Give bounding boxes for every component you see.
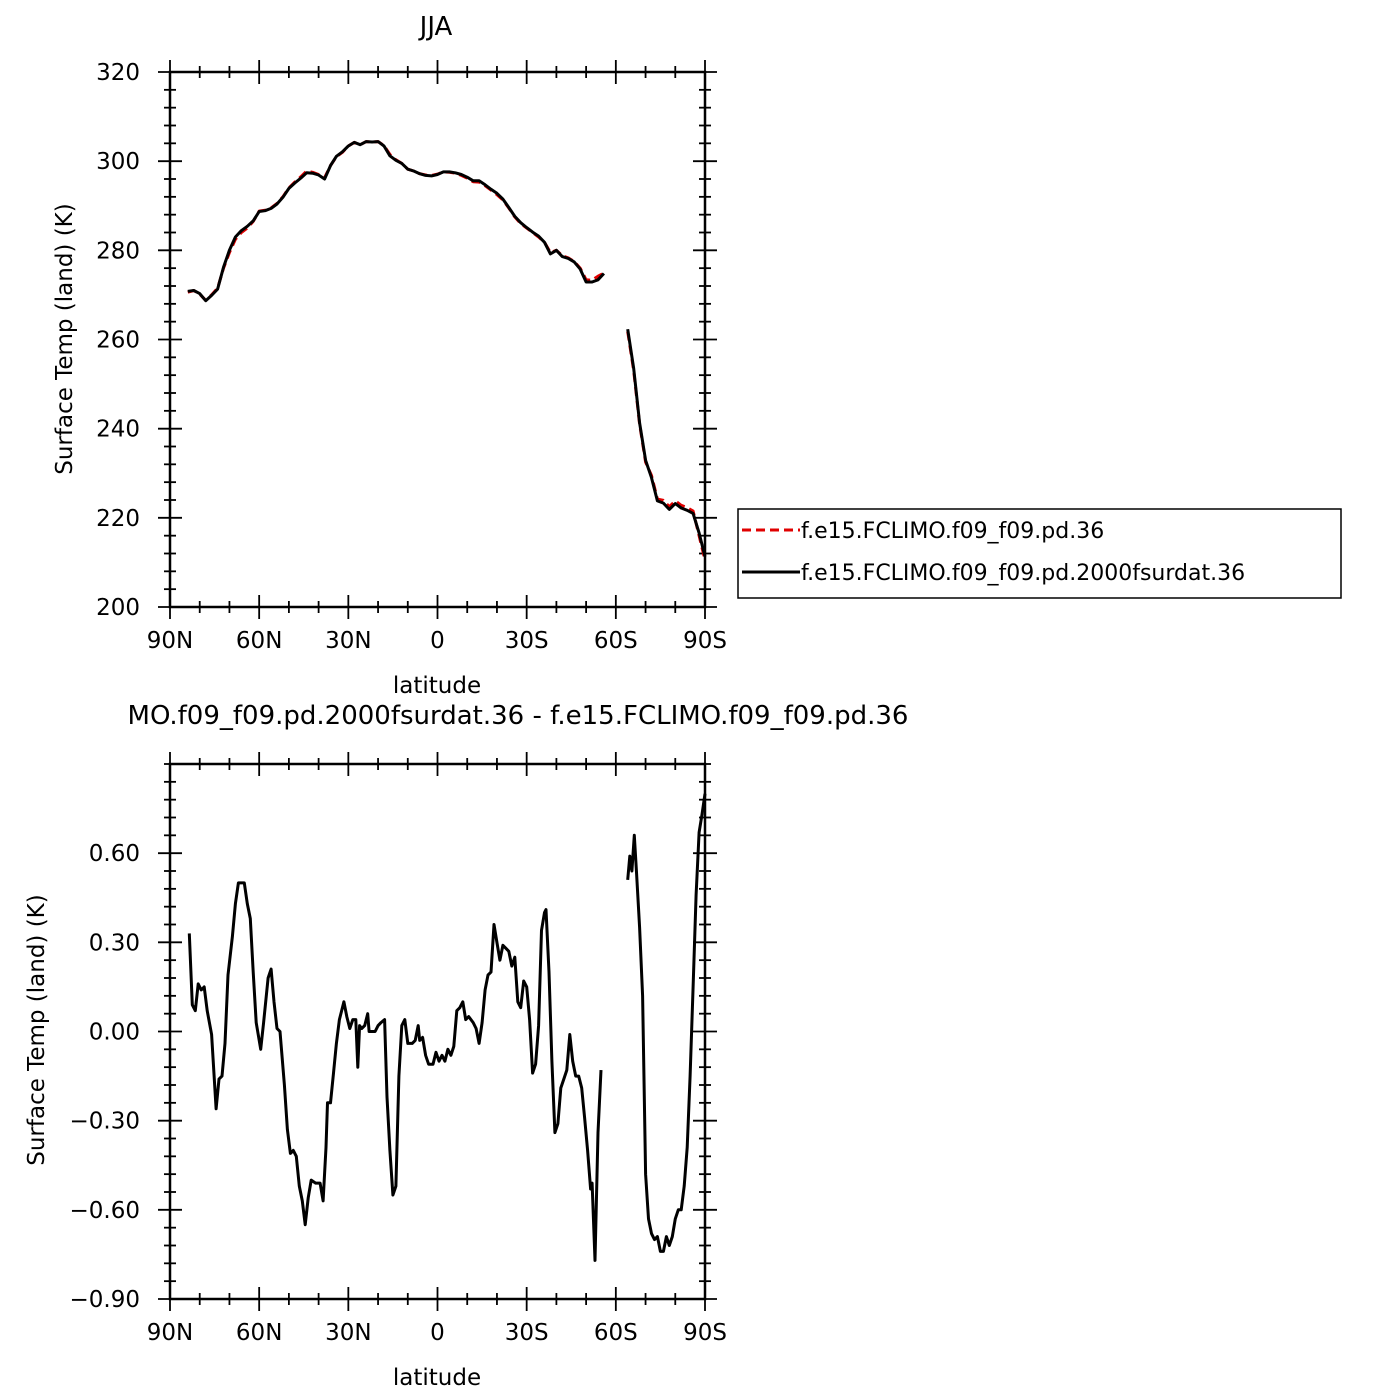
bottom-y-tick-label: −0.30 <box>70 1109 140 1135</box>
top-x-tick-label: 60N <box>236 628 282 654</box>
top-x-tick-label: 30S <box>505 628 549 654</box>
bottom-x-tick-label: 30N <box>325 1320 371 1346</box>
top-x-tick-label: 90S <box>683 628 727 654</box>
bottom-x-axis-label: latitude <box>393 1365 481 1391</box>
top-series-1-line <box>187 140 605 302</box>
top-series-1-line <box>626 331 707 561</box>
top-y-tick-label: 300 <box>96 149 140 175</box>
top-series-2-line <box>187 140 605 303</box>
bottom-y-tick-label: 0.30 <box>89 930 140 956</box>
top-x-tick-label: 30N <box>325 628 371 654</box>
bottom-series-1-line <box>626 793 707 1253</box>
bottom-x-tick-labels: 90N 60N 30N 0 30S 60S 90S <box>147 1320 727 1346</box>
top-x-tick-label: 60S <box>594 628 638 654</box>
bottom-x-tick-label: 90S <box>683 1320 727 1346</box>
bottom-chart-title: MO.f09_f09.pd.2000fsurdat.36 - f.e15.FCL… <box>128 701 909 731</box>
legend-box <box>737 508 1342 599</box>
legend-label-pd36: f.e15.FCLIMO.f09_f09.pd.36 <box>801 519 1104 544</box>
bottom-x-tick-label: 90N <box>147 1320 193 1346</box>
top-x-tick-labels: 90N 60N 30N 0 30S 60S 90S <box>147 628 727 654</box>
top-y-tick-labels: 200 220 240 260 280 300 320 <box>96 60 140 621</box>
top-y-tick-label: 220 <box>96 506 140 532</box>
top-y-tick-label: 320 <box>96 60 140 86</box>
top-x-tick-label: 0 <box>430 628 445 654</box>
top-x-axis-label: latitude <box>393 673 481 699</box>
top-tick-marks <box>158 60 717 619</box>
bottom-y-tick-label: 0.00 <box>89 1020 140 1046</box>
top-y-tick-label: 260 <box>96 328 140 354</box>
bottom-y-tick-labels: −0.90 −0.60 −0.30 0.00 0.30 0.60 <box>70 841 140 1313</box>
top-x-tick-label: 90N <box>147 628 193 654</box>
legend: f.e15.FCLIMO.f09_f09.pd.36 f.e15.FCLIMO.… <box>737 508 1342 599</box>
bottom-series-1-line <box>187 881 603 1262</box>
legend-label-2000fsurdat: f.e15.FCLIMO.f09_f09.pd.2000fsurdat.36 <box>801 561 1245 586</box>
top-y-tick-label: 240 <box>96 417 140 443</box>
panel-bottom-difference: MO.f09_f09.pd.2000fsurdat.36 - f.e15.FCL… <box>24 701 908 1391</box>
top-series-lines <box>187 140 707 561</box>
bottom-y-tick-label: −0.90 <box>70 1287 140 1313</box>
bottom-x-tick-label: 0 <box>430 1320 445 1346</box>
top-chart-title: JJA <box>418 12 453 42</box>
bottom-x-tick-label: 60S <box>594 1320 638 1346</box>
bottom-series-lines <box>187 793 707 1262</box>
top-series-2-line <box>626 328 707 557</box>
panel-top-surface-temp: JJA 90N 60N 30N 0 30S 60S 90S 200 220 240 260 280 3… <box>52 12 727 699</box>
top-y-tick-label: 280 <box>96 238 140 264</box>
bottom-tick-marks <box>158 752 717 1311</box>
bottom-y-tick-label: −0.60 <box>70 1198 140 1224</box>
bottom-x-tick-label: 60N <box>236 1320 282 1346</box>
bottom-y-axis-label: Surface Temp (land) (K) <box>24 894 50 1166</box>
bottom-y-tick-label: 0.60 <box>89 841 140 867</box>
top-y-axis-label: Surface Temp (land) (K) <box>52 203 78 475</box>
bottom-plot-frame <box>168 762 707 1301</box>
top-y-tick-label: 200 <box>96 595 140 621</box>
bottom-x-tick-label: 30S <box>505 1320 549 1346</box>
top-plot-frame <box>168 70 707 609</box>
